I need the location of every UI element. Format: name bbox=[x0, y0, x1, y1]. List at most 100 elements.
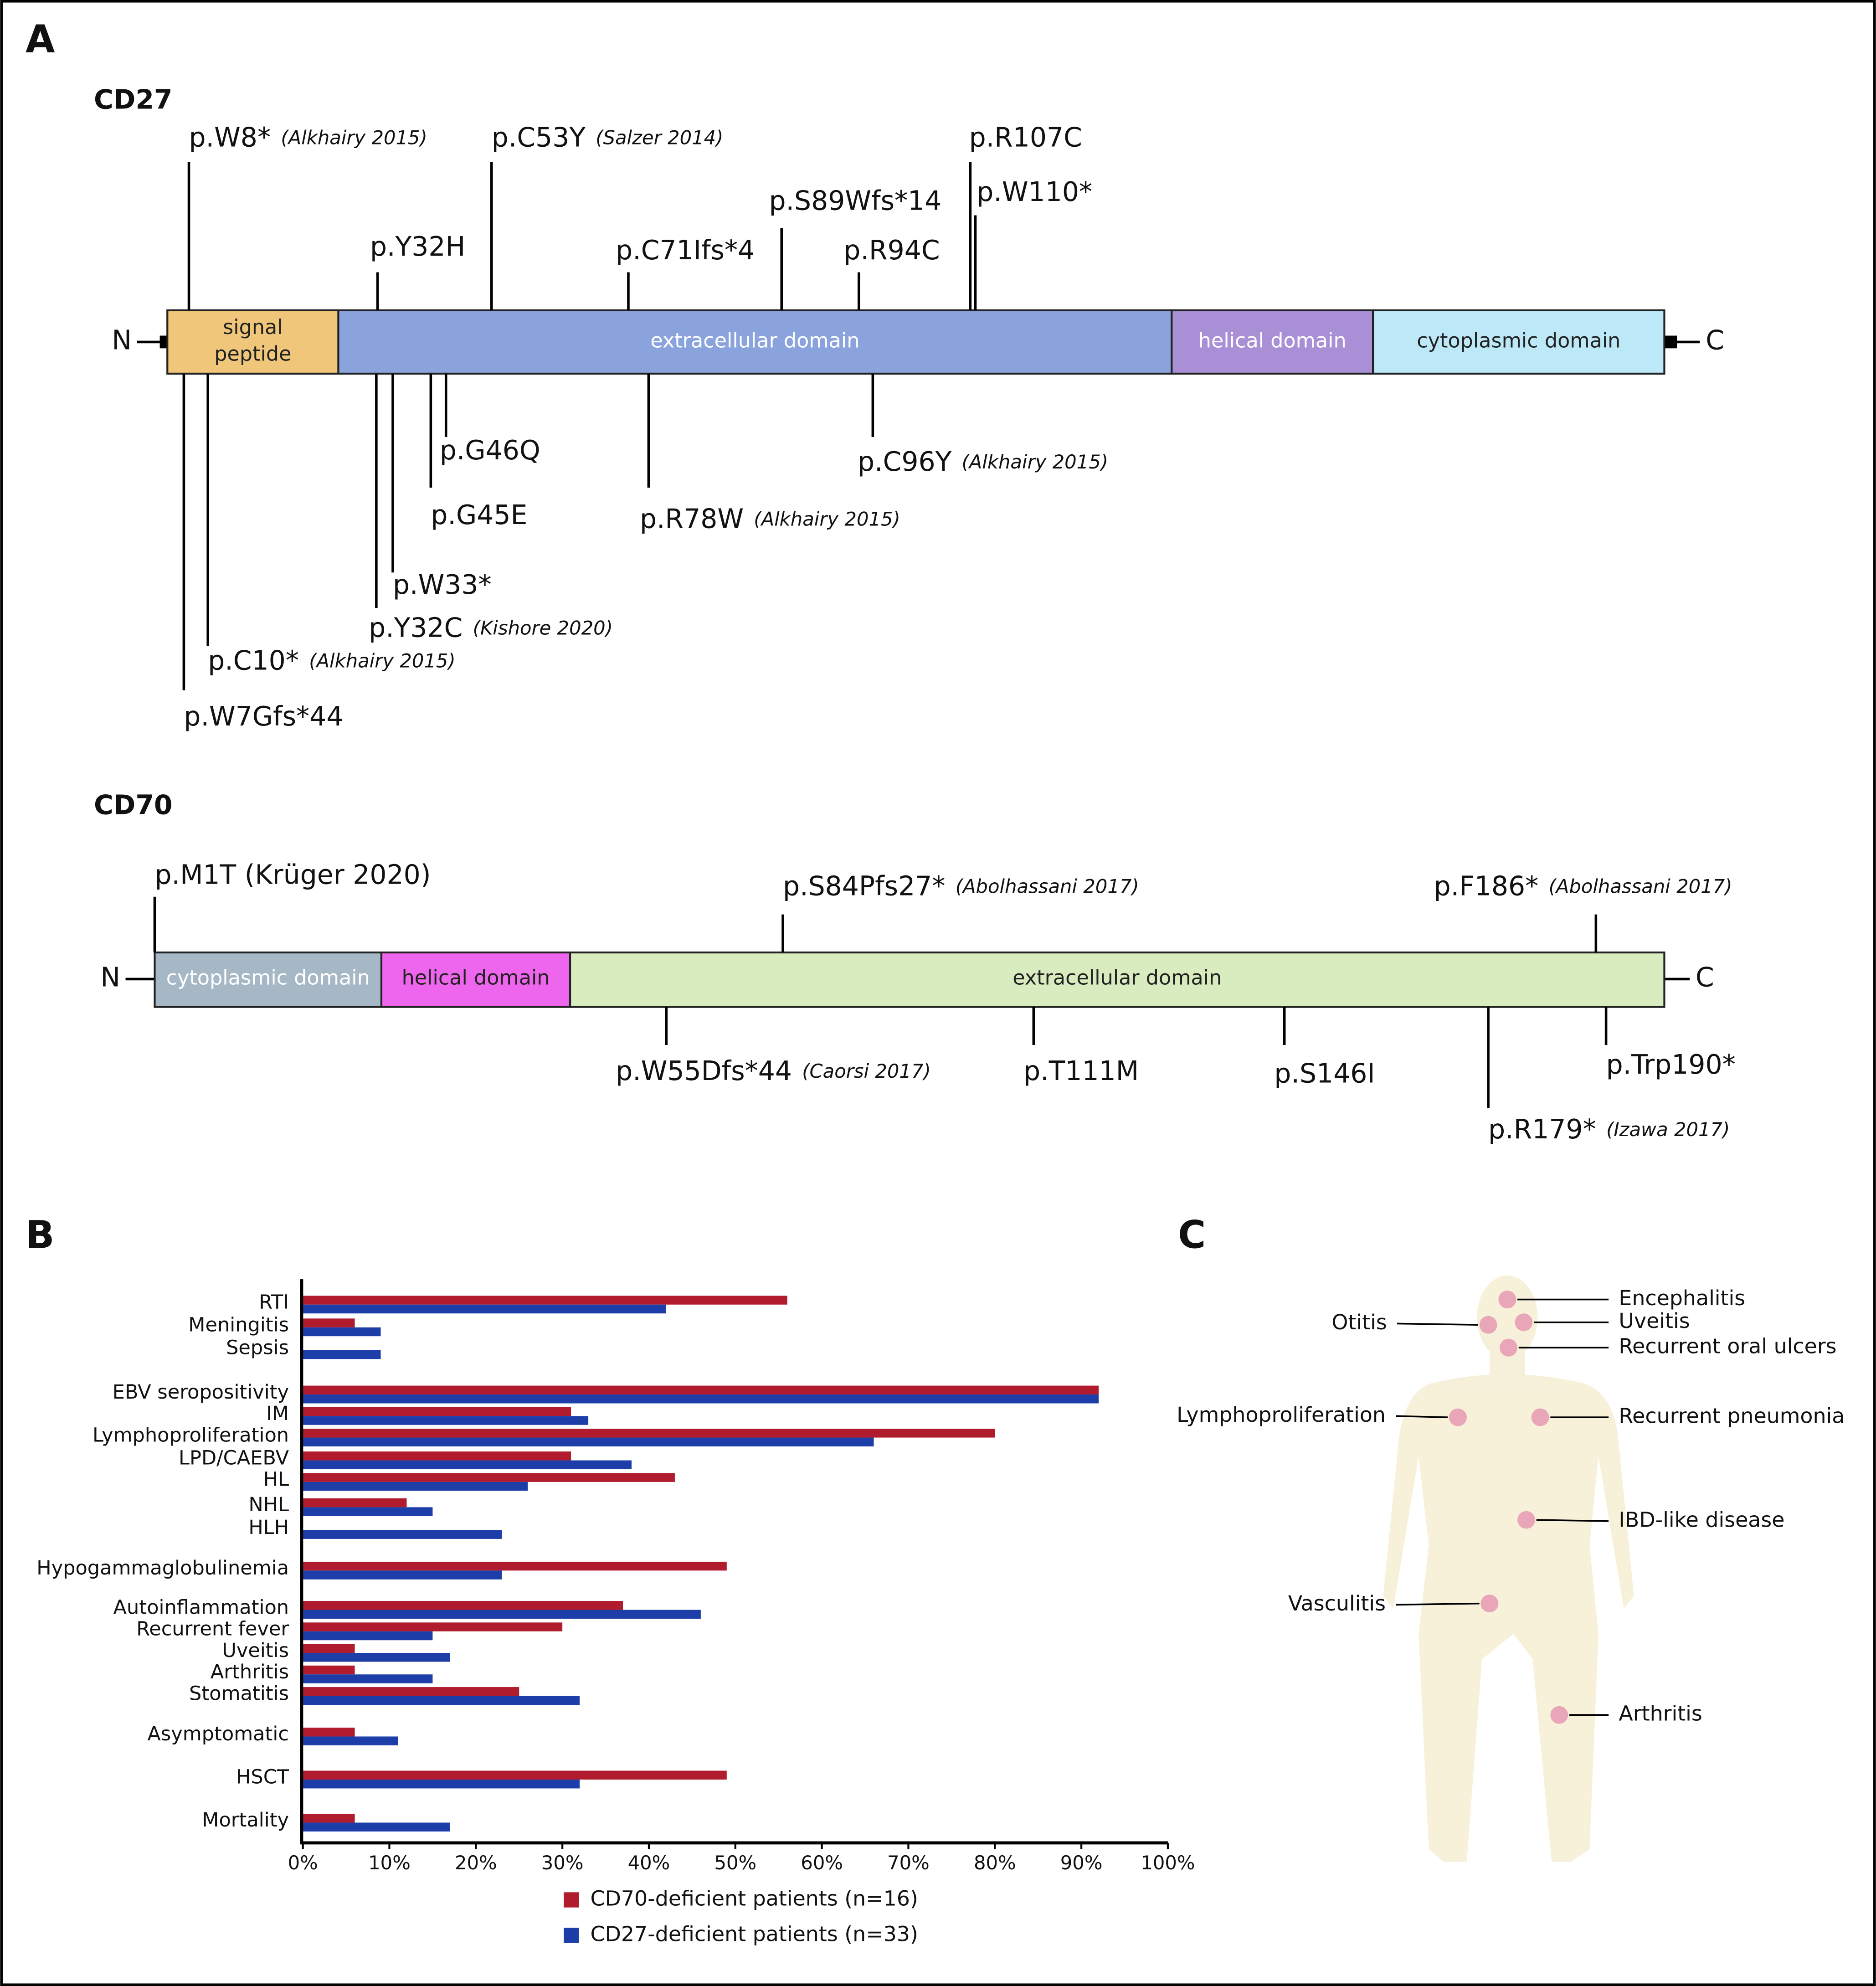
bar bbox=[303, 1482, 528, 1491]
y-tick-label: Sepsis bbox=[226, 1336, 289, 1359]
symptom-dot bbox=[1480, 1595, 1499, 1613]
y-tick-label: Hypogammaglobulinemia bbox=[36, 1557, 289, 1580]
domain bbox=[166, 309, 339, 375]
domain-label: helical domain bbox=[402, 966, 550, 989]
x-tick-label: 20% bbox=[455, 1852, 497, 1874]
mutation-name: p.R94C bbox=[843, 235, 940, 266]
domain-label: cytoplasmic domain bbox=[1417, 329, 1620, 352]
mutation-ref: (Alkhairy 2015) bbox=[754, 508, 900, 530]
domain bbox=[380, 951, 571, 1008]
bar bbox=[303, 1460, 632, 1470]
bar bbox=[303, 1622, 563, 1631]
mutation-label: p.R78W (Alkhairy 2015) bbox=[640, 503, 900, 534]
symptom-label: Encephalitis bbox=[1619, 1286, 1745, 1310]
n-terminus: N bbox=[100, 962, 120, 993]
panel-label: A bbox=[26, 17, 55, 62]
bar bbox=[303, 1416, 589, 1425]
y-tick-label: HL bbox=[263, 1468, 289, 1491]
bar bbox=[303, 1394, 1099, 1404]
bar bbox=[303, 1296, 787, 1305]
symptom-label: Recurrent oral ulcers bbox=[1619, 1334, 1836, 1358]
domain bbox=[569, 951, 1665, 1008]
domain-label: cytoplasmic domain bbox=[166, 966, 370, 989]
body-silhouette bbox=[1383, 1275, 1634, 1862]
leader-line bbox=[1397, 1322, 1478, 1326]
terminus-cap bbox=[159, 335, 168, 349]
mutation-label: p.C71Ifs*4 bbox=[616, 235, 755, 266]
symptom-dot bbox=[1479, 1316, 1497, 1334]
x-tick-label: 30% bbox=[541, 1852, 584, 1874]
domain bbox=[1372, 309, 1665, 375]
mutation-label: p.S84Pfs27* (Abolhassani 2017) bbox=[783, 870, 1139, 901]
symptom-dot bbox=[1531, 1408, 1549, 1426]
domain-label: extracellular domain bbox=[650, 329, 859, 352]
y-tick-label: IM bbox=[266, 1402, 289, 1425]
legend-label: CD27-deficient patients (n=33) bbox=[591, 1921, 918, 1946]
mutation-name: p.C71Ifs*4 bbox=[616, 235, 755, 266]
symptom-dot bbox=[1449, 1408, 1467, 1426]
y-tick-label: Stomatitis bbox=[189, 1682, 289, 1705]
mutation-name: p.S146I bbox=[1274, 1058, 1375, 1089]
x-tick-label: 60% bbox=[801, 1852, 843, 1874]
symptom-label: Arthritis bbox=[1619, 1701, 1702, 1726]
y-tick-label: Arthritis bbox=[211, 1661, 289, 1683]
bar bbox=[303, 1570, 502, 1580]
bar bbox=[303, 1665, 355, 1675]
x-tick-label: 90% bbox=[1060, 1852, 1103, 1874]
y-tick-label: Lymphoproliferation bbox=[93, 1424, 289, 1446]
bar bbox=[303, 1779, 580, 1789]
mutation-name: p.T111M bbox=[1023, 1055, 1139, 1086]
y-tick-label: Asymptomatic bbox=[147, 1723, 289, 1745]
mutation-name: p.W8* bbox=[189, 122, 271, 153]
mutation-label: p.S146I bbox=[1274, 1058, 1375, 1089]
domain-label: peptide bbox=[214, 343, 291, 366]
c-terminus: C bbox=[1706, 325, 1724, 356]
bar bbox=[303, 1451, 571, 1461]
mutation-name: p.R78W bbox=[640, 503, 744, 534]
x-tick-label: 100% bbox=[1141, 1852, 1195, 1874]
symptom-label: Vasculitis bbox=[1288, 1591, 1386, 1616]
mutation-label: p.C10* (Alkhairy 2015) bbox=[208, 645, 456, 676]
mutation-ref: (Izawa 2017) bbox=[1606, 1118, 1730, 1141]
mutation-name: p.C10* bbox=[208, 645, 299, 676]
mutation-label: p.W110* bbox=[977, 176, 1092, 207]
x-tick-label: 80% bbox=[974, 1852, 1016, 1874]
mutation-label: p.W7Gfs*44 bbox=[184, 701, 343, 732]
bar bbox=[303, 1736, 398, 1745]
bar bbox=[303, 1437, 874, 1447]
bar bbox=[303, 1507, 433, 1516]
domain-label: helical domain bbox=[1198, 329, 1347, 352]
bar bbox=[303, 1498, 407, 1508]
mutation-name: p.S89Wfs*14 bbox=[769, 185, 941, 216]
legend-swatch bbox=[564, 1892, 579, 1908]
y-tick-label: EBV seropositivity bbox=[113, 1381, 289, 1404]
mutation-name: p.C96Y bbox=[858, 446, 952, 477]
mutation-label: p.G45E bbox=[431, 499, 527, 530]
mutation-label: p.W55Dfs*44 (Caorsi 2017) bbox=[616, 1055, 931, 1086]
y-tick-label: Recurrent fever bbox=[136, 1618, 289, 1641]
mutation-name: p.W110* bbox=[977, 176, 1092, 207]
bar bbox=[303, 1653, 450, 1662]
mutation-name: p.C53Y bbox=[492, 122, 586, 153]
mutation-name: p.R179* bbox=[1488, 1114, 1596, 1145]
bar bbox=[303, 1407, 571, 1416]
domain bbox=[337, 309, 1173, 375]
mutation-label: p.W8* (Alkhairy 2015) bbox=[189, 122, 427, 153]
mutation-ref: (Alkhairy 2015) bbox=[281, 127, 427, 149]
bar bbox=[303, 1822, 450, 1832]
mutation-label: p.Trp190* bbox=[1606, 1049, 1736, 1080]
bar bbox=[303, 1385, 1099, 1395]
bar bbox=[303, 1561, 727, 1571]
symptom-dot bbox=[1500, 1338, 1518, 1357]
y-tick-label: Mortality bbox=[202, 1809, 289, 1832]
mutation-ref: (Alkhairy 2015) bbox=[962, 451, 1108, 473]
bar bbox=[303, 1429, 995, 1438]
leader-line bbox=[1396, 1415, 1448, 1418]
protein-title: CD27 bbox=[94, 84, 172, 115]
mutation-ref: (Abolhassani 2017) bbox=[956, 875, 1139, 897]
bar bbox=[303, 1610, 701, 1619]
symptom-dot bbox=[1550, 1706, 1568, 1724]
bar bbox=[303, 1350, 381, 1359]
legend-swatch bbox=[564, 1928, 579, 1943]
x-tick-label: 40% bbox=[628, 1852, 670, 1874]
